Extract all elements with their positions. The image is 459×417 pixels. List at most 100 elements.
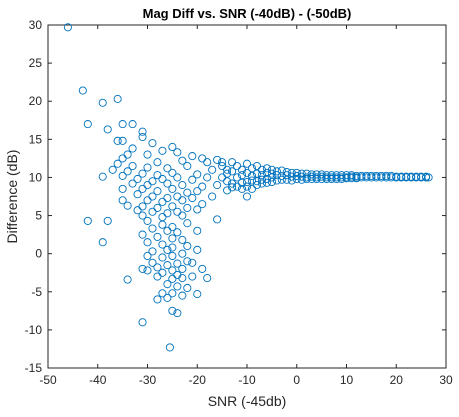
data-point (168, 274, 177, 283)
data-point (158, 213, 167, 222)
chart-title: Mag Diff vs. SNR (-40dB) - (-50dB) (143, 6, 352, 21)
data-point (188, 258, 197, 267)
data-point (143, 163, 152, 172)
data-point (168, 289, 177, 298)
data-point (237, 184, 247, 193)
data-point (188, 152, 197, 161)
data-point (158, 253, 167, 262)
data-point (193, 187, 202, 196)
data-point (78, 86, 87, 95)
data-point (193, 205, 202, 214)
data-point (148, 258, 157, 267)
data-point (322, 174, 331, 184)
data-point (183, 161, 192, 171)
data-point (242, 177, 252, 187)
data-point (163, 226, 172, 235)
data-point (213, 181, 222, 190)
data-point (218, 161, 227, 171)
data-point (143, 196, 152, 205)
data-point (153, 272, 162, 281)
data-point (262, 178, 271, 187)
data-point (228, 158, 237, 167)
data-point (138, 132, 147, 142)
data-point (183, 241, 192, 251)
data-point (98, 172, 107, 181)
data-point (113, 94, 122, 103)
data-point (193, 226, 202, 235)
y-tick-label: 30 (29, 18, 43, 32)
data-point (292, 171, 301, 180)
data-point (397, 173, 406, 182)
data-point (198, 264, 207, 273)
data-point (327, 171, 336, 180)
y-tick-label: 20 (29, 94, 43, 108)
data-point (143, 181, 152, 190)
data-point (312, 170, 321, 179)
data-point (118, 120, 127, 129)
data-point (242, 159, 252, 168)
data-point (173, 259, 182, 268)
x-tick-label: -10 (238, 373, 256, 387)
axes: -50 -40 -30 -20 -10 0 10 20 30-15-10-50510152025… (25, 18, 453, 387)
data-point (287, 172, 296, 181)
data-point (367, 173, 376, 182)
data-point (287, 176, 296, 185)
data-point (203, 173, 212, 182)
data-point (148, 207, 157, 216)
data-point (118, 184, 127, 193)
data-point (158, 289, 167, 298)
data-point (138, 211, 147, 220)
data-point (218, 173, 227, 182)
data-point (143, 238, 152, 247)
data-point (198, 154, 207, 163)
data-point (148, 139, 157, 148)
data-point (98, 98, 107, 107)
data-point (63, 23, 72, 32)
data-point (178, 196, 187, 205)
data-point (218, 158, 227, 167)
data-point (163, 193, 172, 203)
x-tick-label: -40 (89, 373, 107, 387)
y-tick-label: 25 (29, 56, 43, 70)
data-point (158, 174, 167, 184)
data-point (163, 261, 172, 270)
data-point (317, 174, 326, 184)
data-point (257, 179, 266, 188)
data-point (128, 144, 137, 153)
data-point (272, 176, 281, 185)
data-point (357, 173, 366, 182)
data-point (223, 186, 232, 195)
x-tick-label: 20 (390, 373, 404, 387)
data-point (213, 215, 222, 224)
data-point (232, 161, 242, 171)
x-tick-label: 30 (439, 373, 453, 387)
data-point (163, 293, 172, 302)
data-point (153, 158, 162, 167)
data-point (402, 173, 411, 182)
x-tick-label: -50 (39, 373, 57, 387)
y-tick-label: -5 (31, 285, 42, 299)
data-point (387, 173, 396, 182)
data-point (183, 188, 192, 197)
data-point (163, 179, 172, 188)
data-point (153, 295, 162, 304)
data-point (138, 169, 147, 178)
data-point (297, 169, 306, 178)
data-point (168, 234, 177, 243)
data-point (337, 174, 346, 184)
data-point (208, 192, 217, 201)
data-point (83, 216, 92, 225)
data-point (422, 173, 431, 182)
data-point (118, 136, 127, 145)
data-point (118, 171, 127, 180)
data-point (153, 232, 162, 241)
data-point (242, 192, 252, 201)
data-point (158, 268, 167, 277)
data-point (203, 158, 212, 167)
data-point (198, 182, 207, 191)
data-point (262, 164, 271, 173)
data-point (322, 171, 331, 180)
data-point (148, 192, 157, 201)
